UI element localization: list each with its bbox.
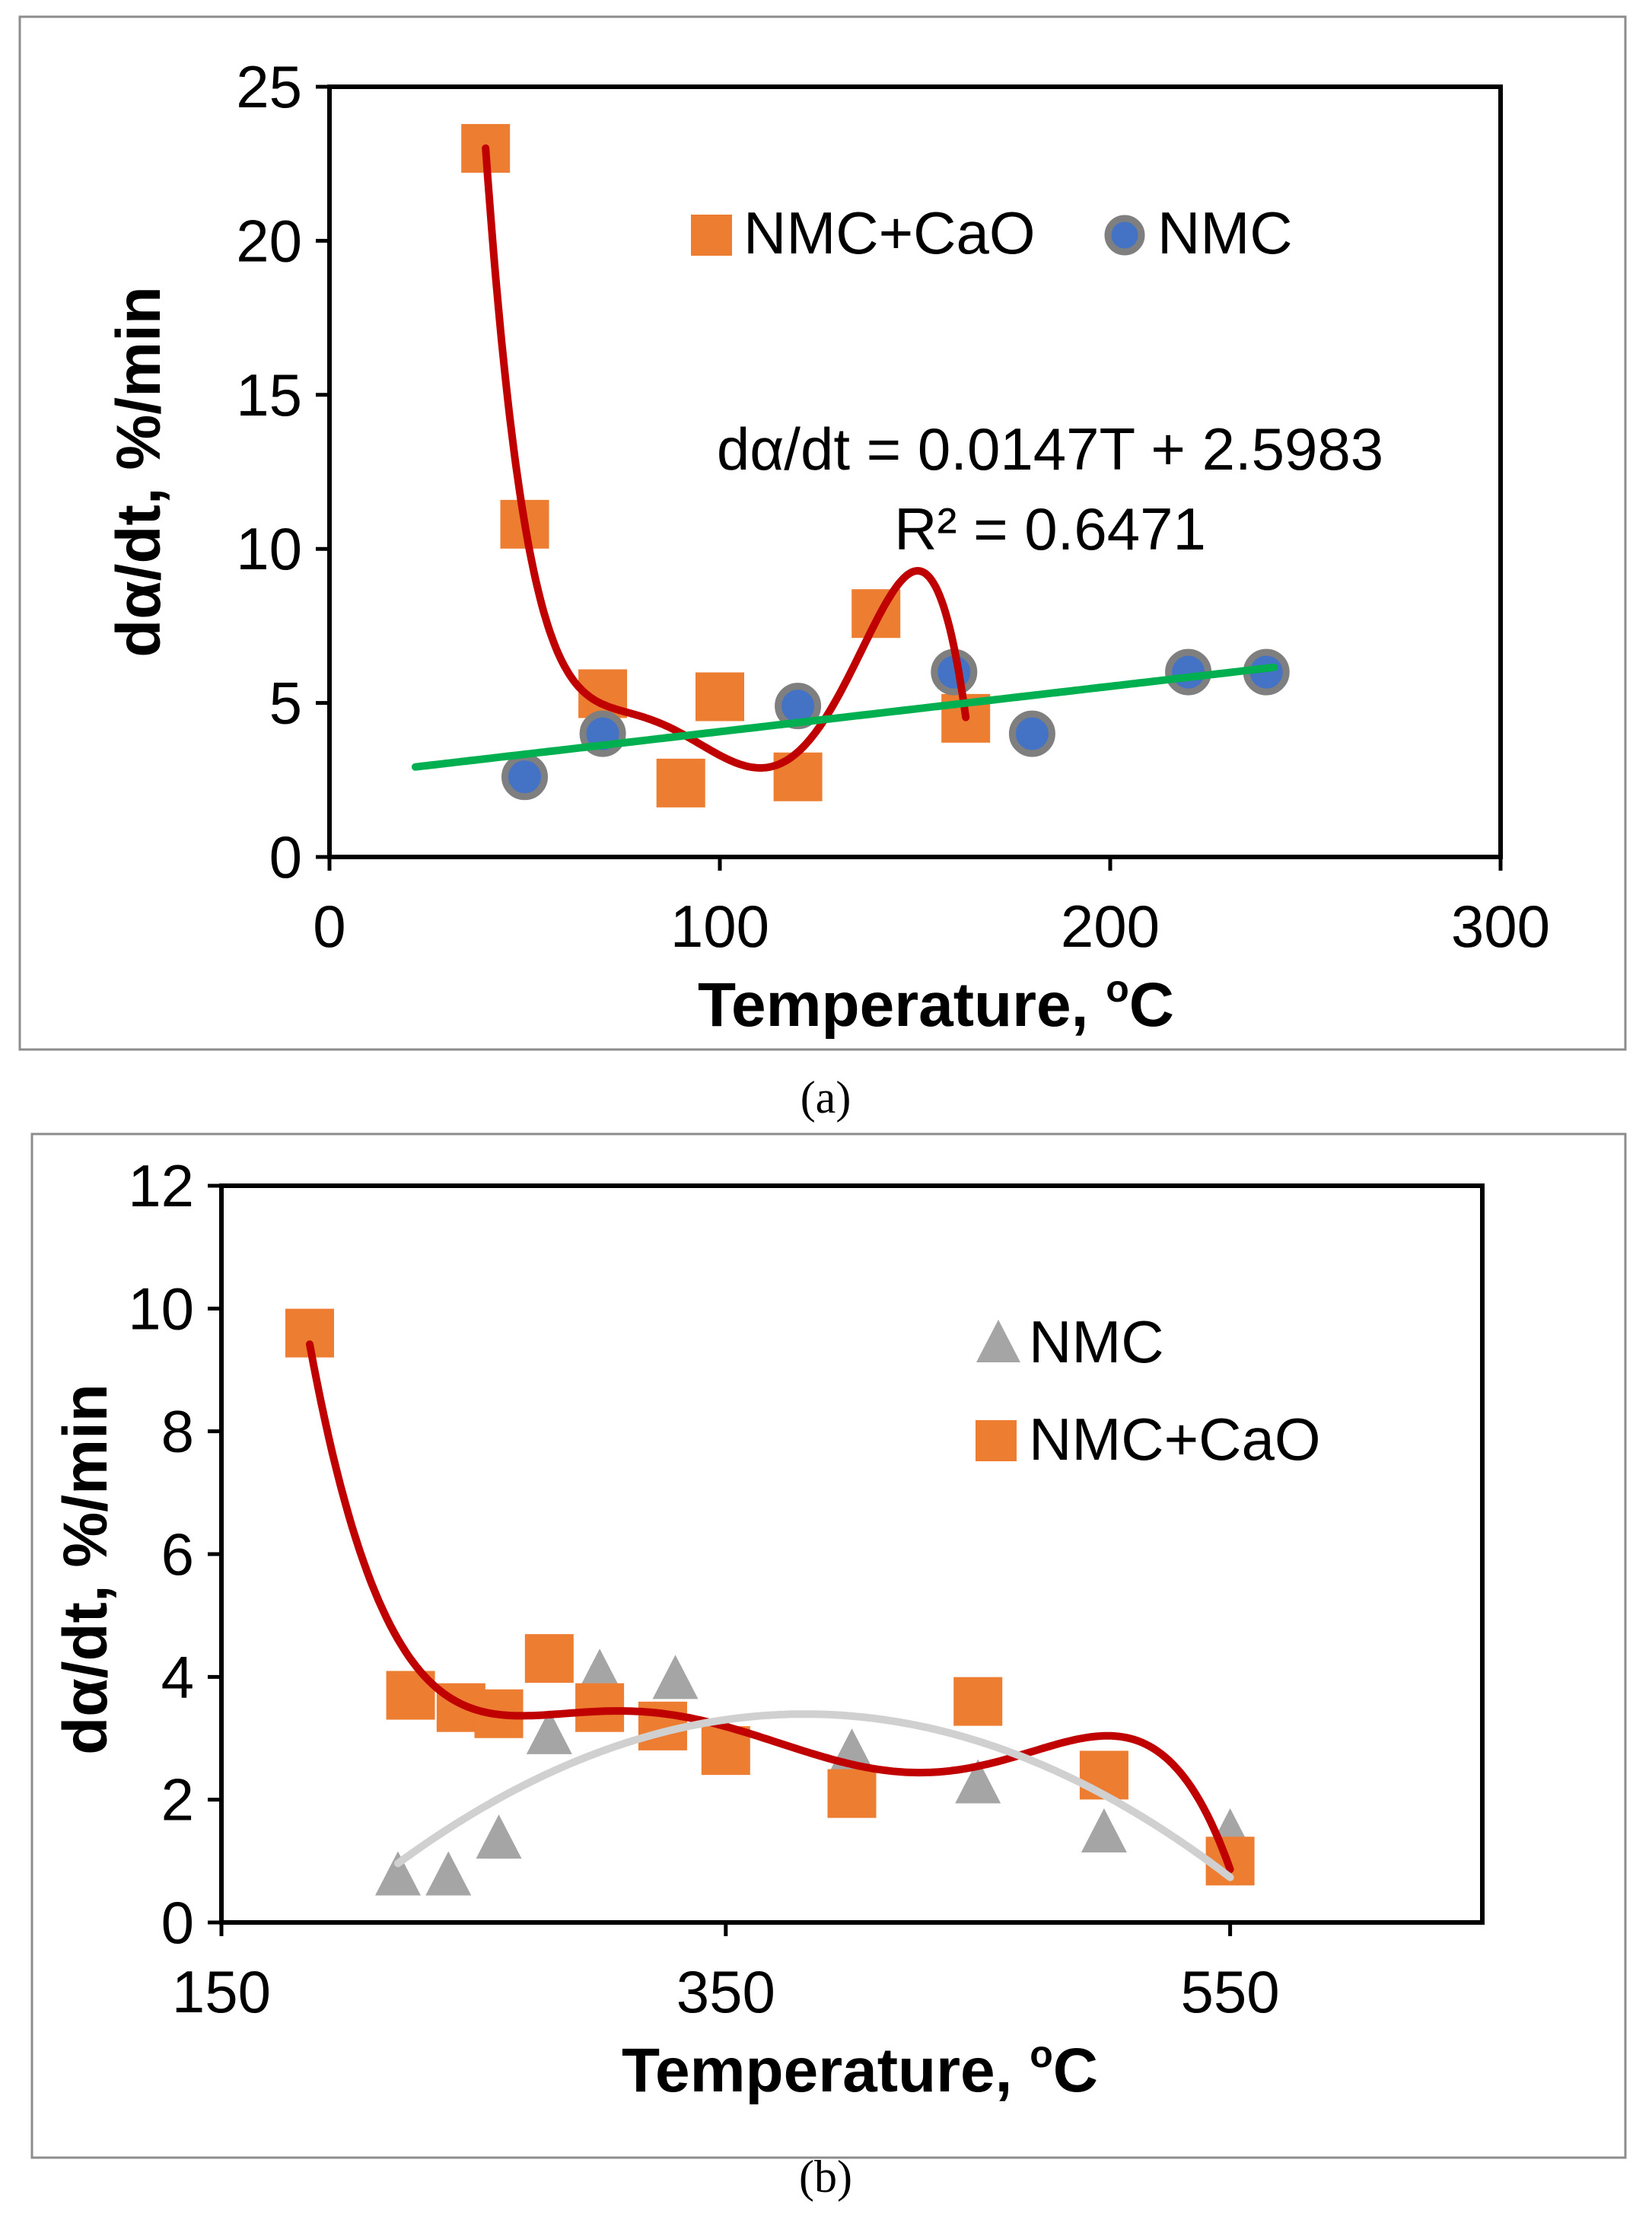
panel-b-point-nmc-cao-4 bbox=[524, 1634, 574, 1683]
panel-b-legend-marker-nmc-cao bbox=[976, 1420, 1017, 1461]
panel-b-point-nmc-2 bbox=[476, 1814, 522, 1859]
panel-b-legend: NMC NMC+CaO bbox=[976, 1308, 1321, 1473]
panel-b-y-tick-label-0: 0 bbox=[161, 1889, 194, 1956]
panel-a-y-tick-label-5: 5 bbox=[269, 670, 302, 737]
panel-a-trendlines bbox=[411, 144, 1278, 772]
panel-b-x-ticks: 150 350 550 bbox=[172, 1922, 1280, 2025]
panel-a-point-nmc-cao-4 bbox=[695, 672, 744, 721]
panel-b-caption: (b) bbox=[799, 2152, 852, 2202]
panel-b-x-tick-label-350: 350 bbox=[676, 1958, 775, 2025]
panel-b-legend-label-nmc: NMC bbox=[1029, 1308, 1164, 1375]
panel-a-y-tick-label-10: 10 bbox=[236, 515, 302, 582]
panel-a-x-tick-label-200: 200 bbox=[1061, 893, 1160, 960]
panel-a-y-tick-label-25: 25 bbox=[236, 53, 302, 120]
panel-b-point-nmc-3 bbox=[526, 1709, 572, 1754]
panel-a-x-ticks: 0 100 200 300 bbox=[313, 857, 1550, 960]
panel-b-trendline-nmc bbox=[394, 1710, 1234, 1881]
panel-b-y-tick-label-8: 8 bbox=[161, 1398, 194, 1465]
panel-b-x-tick-label-550: 550 bbox=[1181, 1958, 1280, 2025]
panel-b-y-tick-label-4: 4 bbox=[161, 1643, 194, 1710]
panel-b-point-nmc-0 bbox=[374, 1851, 421, 1896]
panel-b-legend-label-nmc-cao: NMC+CaO bbox=[1029, 1406, 1321, 1473]
panel-b-y-tick-label-6: 6 bbox=[161, 1521, 194, 1588]
panel-a-caption: (a) bbox=[801, 1072, 851, 1123]
panel-b-point-nmc-9 bbox=[1081, 1808, 1127, 1852]
panel-a-y-axis-title: dα/dt, %/min bbox=[104, 286, 173, 658]
panel-b-y-tick-label-12: 12 bbox=[128, 1152, 194, 1219]
panel-b-point-nmc-1 bbox=[425, 1851, 472, 1896]
panel-a-trendline-equation: dα/dt = 0.0147T + 2.5983 bbox=[717, 416, 1383, 483]
panel-a-x-tick-label-300: 300 bbox=[1451, 893, 1550, 960]
panel-b-point-nmc-5 bbox=[652, 1655, 699, 1699]
panel-b-point-nmc-4 bbox=[577, 1648, 623, 1693]
panel-a-trendline-r-squared: R² = 0.6471 bbox=[894, 495, 1206, 562]
panel-a-point-nmc-4 bbox=[1008, 710, 1055, 757]
panel-a-point-nmc-0 bbox=[501, 753, 548, 801]
panel-b-point-nmc-cao-8 bbox=[827, 1769, 877, 1818]
panel-a-x-tick-label-100: 100 bbox=[670, 893, 769, 960]
panel-b-x-tick-label-150: 150 bbox=[172, 1958, 271, 2025]
panel-a-y-ticks: 0 5 10 15 20 25 bbox=[236, 53, 329, 890]
panel-a-trendline-nmc bbox=[411, 663, 1278, 771]
panel-b-trendlines bbox=[306, 1340, 1234, 1881]
panel-b-y-ticks: 0 2 4 6 8 10 12 bbox=[128, 1152, 221, 1956]
panel-a-y-tick-label-20: 20 bbox=[236, 207, 302, 274]
panel-a-x-tick-label-0: 0 bbox=[313, 893, 345, 960]
panel-b-point-nmc-cao-9 bbox=[953, 1677, 1003, 1726]
panel-a-chart: 0 5 10 15 20 25 0 100 200 300 Temperature, oC dα… bbox=[18, 15, 1627, 1051]
panel-a-legend-marker-nmc-cao bbox=[691, 215, 732, 256]
panel-a-legend-label-nmc-cao: NMC+CaO bbox=[743, 199, 1036, 266]
panel-a-legend-marker-nmc bbox=[1104, 215, 1145, 256]
panel-a-trendline-nmc-cao bbox=[482, 144, 970, 772]
panel-b-chart: 0 2 4 6 8 10 12 150 350 550 Temperature, oC dα/d… bbox=[30, 1132, 1627, 2159]
panel-a-point-nmc-cao-3 bbox=[656, 758, 705, 807]
panel-b-x-axis-title: Temperature, oC bbox=[622, 2033, 1098, 2105]
panel-b-trendline-nmc-cao bbox=[306, 1340, 1234, 1874]
panel-a-y-tick-label-15: 15 bbox=[236, 362, 302, 428]
panel-a-legend: NMC+CaO NMC bbox=[691, 199, 1293, 266]
panel-a-frame bbox=[18, 15, 1627, 1051]
panel-a-y-tick-label-0: 0 bbox=[269, 823, 302, 890]
panel-b-y-tick-label-10: 10 bbox=[128, 1275, 194, 1342]
panel-b-y-tick-label-2: 2 bbox=[161, 1766, 194, 1833]
panel-b-point-nmc-8 bbox=[955, 1759, 1001, 1804]
panel-b-y-axis-title: dα/dt, %/min bbox=[51, 1384, 120, 1755]
panel-a-x-axis-title: Temperature, oC bbox=[698, 967, 1174, 1040]
panel-a-legend-label-nmc: NMC bbox=[1157, 199, 1293, 266]
panel-b-frame bbox=[30, 1132, 1627, 2159]
panel-a-plot-area bbox=[327, 84, 1503, 859]
panel-b-legend-marker-nmc bbox=[976, 1320, 1020, 1362]
